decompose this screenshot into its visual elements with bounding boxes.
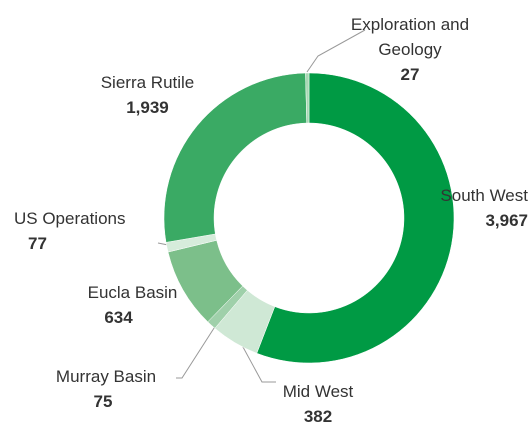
label: South West 3,967 [440, 183, 528, 233]
slice [305, 72, 310, 124]
label: US Operations 77 [14, 206, 164, 256]
label: Murray Basin 75 [36, 364, 176, 414]
label: Exploration and Geology 27 [330, 12, 490, 87]
category-label: Sierra Rutile [100, 73, 195, 92]
donut [163, 72, 455, 364]
leader-line [306, 29, 366, 73]
value-label: 382 [303, 407, 333, 426]
category-label: Mid West [282, 382, 354, 401]
category-label: Eucla Basin [87, 283, 178, 302]
label: Mid West 382 [268, 379, 368, 429]
category-label: Exploration and Geology [350, 15, 470, 59]
category-label: US Operations [14, 209, 126, 228]
category-label: Murray Basin [55, 367, 157, 386]
category-label: South West [440, 186, 528, 205]
value-label: 1,939 [126, 98, 169, 117]
slice [256, 72, 455, 364]
value-label: 27 [400, 65, 420, 84]
value-label: 3,967 [485, 211, 528, 230]
value-label: 75 [93, 392, 113, 411]
value-label: 77 [28, 234, 47, 253]
label: Sierra Rutile 1,939 [80, 70, 215, 120]
leader-line [236, 335, 276, 383]
label: Eucla Basin 634 [60, 280, 205, 330]
value-label: 634 [104, 308, 133, 327]
leader-line [176, 324, 217, 379]
